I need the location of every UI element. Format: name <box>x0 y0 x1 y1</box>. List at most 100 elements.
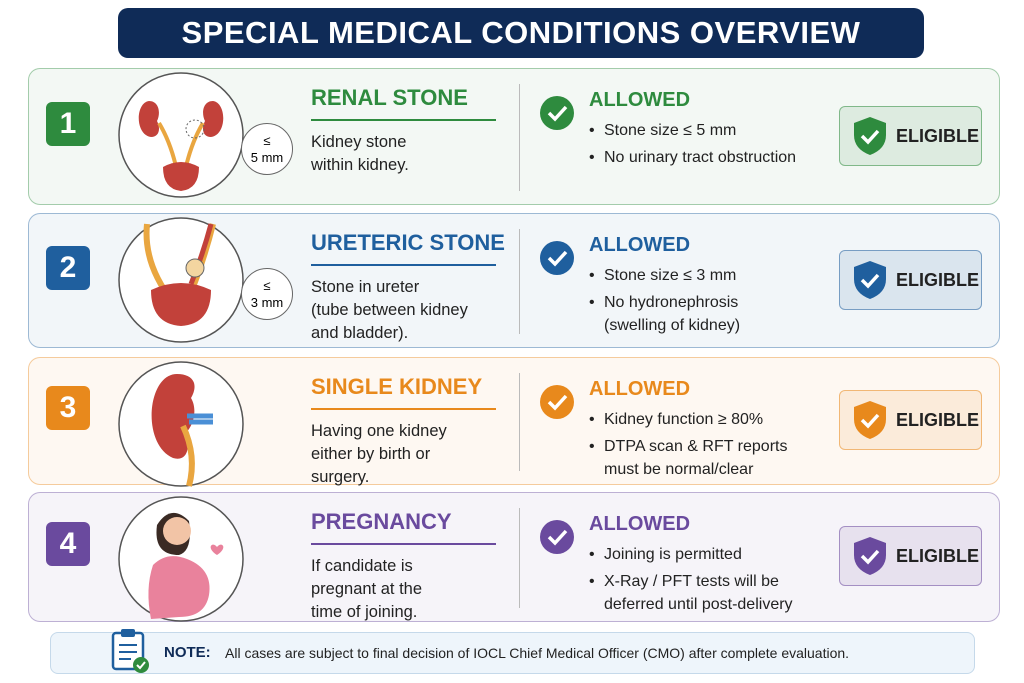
bullet-line: Stone size ≤ 3 mm <box>604 267 737 284</box>
card: 1 ≤5 mm RENAL STONE Kidney stone within kid… <box>28 68 1000 205</box>
card-number: 1 <box>46 101 90 146</box>
note: NOTE: All cases are subject to final dec… <box>50 629 975 674</box>
illustration-shape <box>180 424 195 487</box>
illustration-shape <box>203 101 224 137</box>
description-line: Kidney stone <box>311 133 407 151</box>
illustration-shape <box>148 556 210 619</box>
description: Having one kidney either by birth or surge… <box>311 420 447 489</box>
description-line: and bladder). <box>311 324 409 342</box>
bullet-dot: • <box>589 122 595 139</box>
card-number: 3 <box>46 386 90 430</box>
header-title: SPECIAL MEDICAL CONDITIONS OVERVIEW <box>118 8 924 58</box>
badge-text: ELIGIBLE <box>896 125 980 146</box>
check-mark <box>547 105 568 122</box>
size-label: ≤3 mm <box>241 268 293 320</box>
title-underline <box>311 264 496 266</box>
shield-check <box>860 549 880 565</box>
check-mark <box>547 394 568 411</box>
shield-check <box>860 413 880 429</box>
status: ALLOWED <box>589 234 691 256</box>
size-label-line: 5 mm <box>250 150 284 165</box>
bullet-line: must be normal/clear <box>604 461 754 478</box>
description-line: (tube between kidney <box>311 301 468 319</box>
shield-check <box>860 129 880 145</box>
bullet-line: X-Ray / PFT tests will be <box>604 573 779 590</box>
illustration-shape <box>163 517 191 545</box>
check-icon <box>540 385 574 419</box>
bullet-line: No urinary tract obstruction <box>604 149 797 166</box>
size-label-line: 3 mm <box>250 295 284 310</box>
card: 2 ≤3 mm URETERIC STONE Stone in ureter (tub… <box>28 213 1000 348</box>
status: ALLOWED <box>589 513 691 535</box>
bullet-line: Stone size ≤ 5 mm <box>604 122 737 139</box>
check-icon <box>540 96 574 130</box>
bullet-line: deferred until post-delivery <box>604 596 793 613</box>
divider <box>519 84 520 191</box>
illustration-shape <box>187 413 213 425</box>
bullet-dot: • <box>589 573 595 590</box>
description-line: Stone in ureter <box>311 278 420 296</box>
description-line: within kidney. <box>311 156 409 174</box>
description-line: surgery. <box>311 468 370 486</box>
check-circle <box>540 241 574 275</box>
shield-check <box>860 273 880 289</box>
shield <box>854 401 886 439</box>
card-number: 2 <box>46 245 90 290</box>
bullet-line: DTPA scan & RFT reports <box>604 438 788 455</box>
bullet: • No urinary tract obstruction <box>589 146 796 169</box>
bullet-line: (swelling of kidney) <box>604 317 741 334</box>
shield <box>854 116 886 155</box>
card-title: PREGNANCY <box>311 509 452 534</box>
card: 4 PREGNANCY If candidate is pregnant at th… <box>28 492 1000 622</box>
shield-icon <box>854 260 886 299</box>
illustration <box>118 217 244 343</box>
status: ALLOWED <box>589 89 691 111</box>
check-circle <box>540 385 574 419</box>
bullet: • DTPA scan & RFT reports must be normal/c… <box>589 435 787 481</box>
bullet: • Stone size ≤ 5 mm <box>589 119 736 142</box>
note-icon <box>111 629 149 673</box>
shield-icon <box>854 537 886 575</box>
check-circle <box>540 520 574 554</box>
illustration-shape <box>185 119 205 139</box>
illustration-shape <box>138 101 159 137</box>
description: If candidate is pregnant at the time of jo… <box>311 555 422 624</box>
bullet-dot: • <box>589 411 595 428</box>
illustration-shape <box>188 223 214 285</box>
description: Kidney stone within kidney. <box>311 131 409 177</box>
shield <box>854 260 886 299</box>
bullet-line: Kidney function ≥ 80% <box>604 411 764 428</box>
description-line: time of joining. <box>311 603 418 621</box>
eligible-badge: ELIGIBLE <box>839 249 982 310</box>
divider <box>519 373 520 471</box>
illustration-shape <box>151 283 211 326</box>
note-label: NOTE: <box>164 644 211 661</box>
bullet: • Kidney function ≥ 80% <box>589 408 763 431</box>
check-mark <box>547 250 568 267</box>
size-label: ≤5 mm <box>241 123 293 175</box>
title-underline <box>311 119 496 121</box>
illustration-shape <box>210 544 224 555</box>
check-icon <box>540 520 574 554</box>
badge-text: ELIGIBLE <box>896 269 980 290</box>
bullet-line: Joining is permitted <box>604 546 742 563</box>
bullet-dot: • <box>589 546 595 563</box>
description-line: pregnant at the <box>311 580 423 598</box>
shield-icon <box>854 116 886 155</box>
bullet-line: No hydronephrosis <box>604 294 739 311</box>
eligible-badge: ELIGIBLE <box>839 390 982 450</box>
description-line: either by birth or <box>311 445 431 463</box>
card-title: URETERIC STONE <box>311 230 505 255</box>
bullet-dot: • <box>589 438 595 455</box>
title-underline <box>311 408 496 410</box>
check-mark <box>547 529 568 546</box>
illustration-shape <box>163 162 199 191</box>
size-label-line: ≤ <box>263 133 271 148</box>
bullet-dot: • <box>589 267 595 284</box>
card: 3 SINGLE KIDNEY Having one kidney either b… <box>28 357 1000 487</box>
badge-text: ELIGIBLE <box>896 410 980 430</box>
check-icon <box>540 241 574 275</box>
illustration <box>118 72 244 198</box>
divider <box>519 229 520 334</box>
